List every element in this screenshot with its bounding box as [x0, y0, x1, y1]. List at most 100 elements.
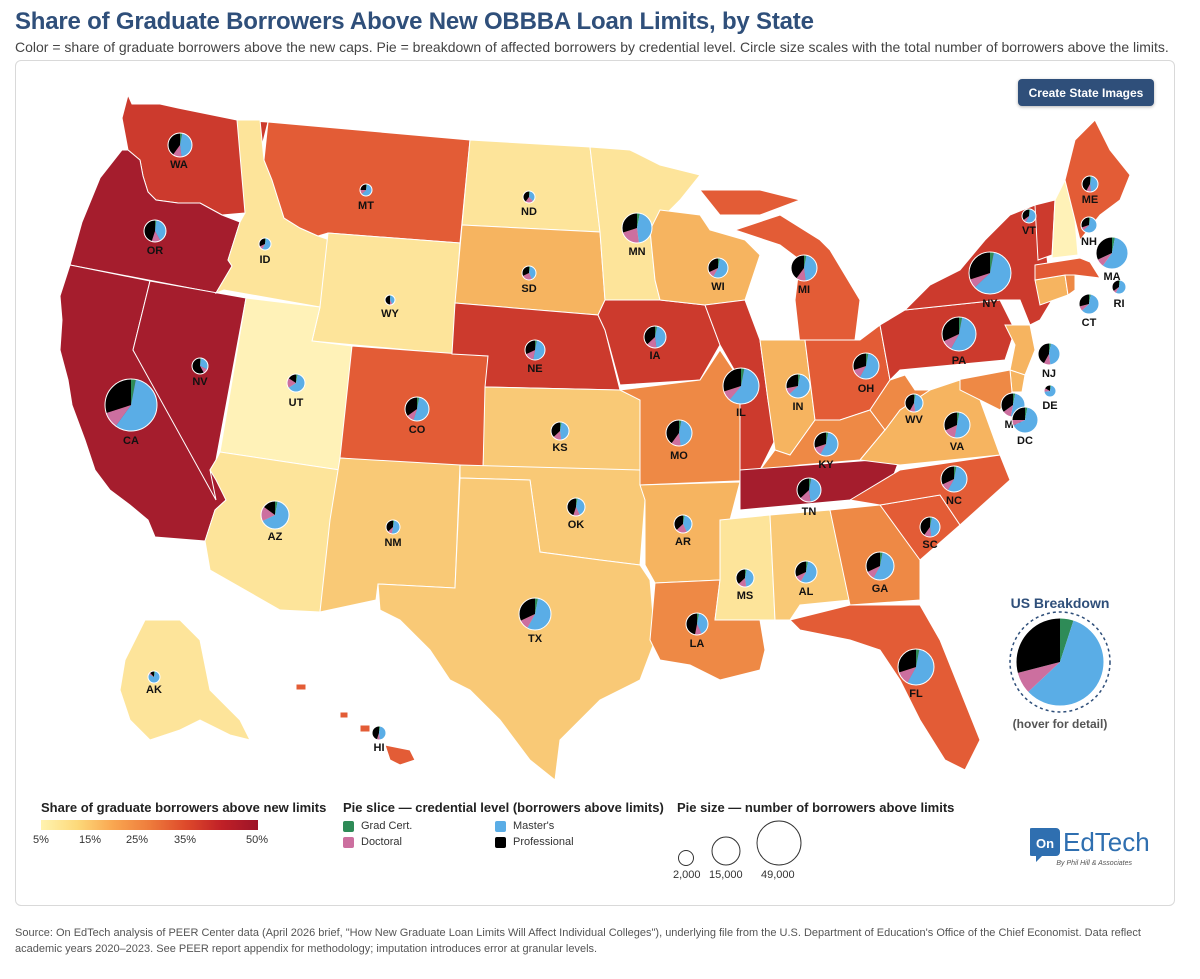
pie-pa[interactable] [941, 316, 977, 352]
state-mt[interactable] [263, 121, 471, 244]
state-nc[interactable] [848, 454, 1011, 526]
pie-dc[interactable] [1011, 406, 1039, 434]
pie-ky[interactable] [813, 431, 839, 457]
pie-nc[interactable] [940, 465, 968, 493]
pie-hi[interactable] [371, 725, 387, 741]
state-label: MI [798, 284, 810, 296]
pie-vt[interactable] [1021, 208, 1037, 224]
pie-outline [191, 357, 209, 375]
pie-slice [676, 524, 687, 533]
pie-slice [1049, 343, 1060, 365]
pie-ri[interactable] [1111, 279, 1127, 295]
state-md[interactable] [929, 369, 1013, 411]
pie-tn[interactable] [796, 477, 822, 503]
state-wy[interactable] [311, 232, 461, 355]
pie-slice [930, 517, 932, 527]
pie-wv[interactable] [904, 393, 924, 413]
pie-slice [155, 220, 157, 231]
pie-tx[interactable] [518, 597, 552, 631]
masters-swatch [495, 821, 506, 832]
state-nd[interactable] [461, 139, 601, 233]
pie-outline [521, 265, 537, 281]
pie-va[interactable] [943, 411, 971, 439]
create-state-images-button[interactable]: Create State Images [1018, 79, 1154, 106]
pie-sd[interactable] [521, 265, 537, 281]
pie-mt[interactable] [359, 183, 373, 197]
page-subtitle: Color = share of graduate borrowers abov… [15, 39, 1169, 55]
pie-outline [518, 597, 552, 631]
pie-oh[interactable] [852, 352, 880, 380]
pie-slice [1044, 385, 1056, 397]
pie-fl[interactable] [897, 648, 935, 686]
pie-outline [643, 325, 667, 349]
state-hi[interactable] [295, 683, 416, 766]
state-ak[interactable] [119, 619, 251, 741]
pie-ms[interactable] [735, 568, 755, 588]
pie-slice [804, 255, 807, 268]
pie-outline [665, 419, 693, 447]
pie-me[interactable] [1081, 175, 1099, 193]
state-shapes [59, 93, 1131, 781]
pie-wa[interactable] [167, 132, 193, 158]
pie-slice [361, 184, 372, 196]
pie-nj[interactable] [1037, 342, 1061, 366]
state-tx[interactable] [377, 477, 656, 781]
state-ms[interactable] [714, 514, 776, 621]
pie-az[interactable] [260, 500, 290, 530]
state-label: AK [146, 684, 162, 696]
pie-mn[interactable] [621, 212, 653, 244]
pie-nd[interactable] [522, 190, 536, 204]
pie-la[interactable] [685, 612, 709, 636]
state-label: NV [192, 376, 208, 388]
pie-outline [707, 257, 729, 279]
state-nj[interactable] [1004, 324, 1036, 376]
pie-ny[interactable] [968, 251, 1012, 295]
pie-mi[interactable] [790, 254, 818, 282]
pie-ca[interactable] [104, 378, 158, 432]
pie-al[interactable] [794, 560, 818, 584]
pie-il[interactable] [722, 367, 760, 405]
pie-slice [798, 374, 801, 386]
pie-wy[interactable] [384, 294, 396, 306]
state-label: MN [628, 246, 645, 258]
pie-slice [1119, 280, 1121, 287]
pie-sc[interactable] [919, 516, 941, 538]
state-fl[interactable] [789, 604, 981, 771]
pie-ak[interactable] [147, 670, 161, 684]
pie-nm[interactable] [385, 519, 401, 535]
pie-nv[interactable] [191, 357, 209, 375]
pie-in[interactable] [785, 373, 811, 399]
pie-slice [390, 295, 391, 300]
pie-ia[interactable] [643, 325, 667, 349]
pie-slice [265, 238, 267, 244]
pie-slice [576, 498, 578, 507]
pie-mo[interactable] [665, 419, 693, 447]
pie-slice [637, 213, 640, 228]
pie-outline [968, 251, 1012, 295]
pie-ok[interactable] [566, 497, 586, 517]
pie-ne[interactable] [524, 339, 546, 361]
pie-or[interactable] [143, 219, 167, 243]
pie-ut[interactable] [286, 373, 306, 393]
pie-nh[interactable] [1080, 216, 1098, 234]
state-wi[interactable] [649, 209, 761, 306]
pie-wi[interactable] [707, 257, 729, 279]
state-nh[interactable] [1051, 178, 1079, 259]
pie-ks[interactable] [550, 421, 570, 441]
logo-tagline: By Phil Hill & Associates [1056, 860, 1132, 867]
pie-ct[interactable] [1078, 293, 1100, 315]
pie-de[interactable] [1043, 384, 1057, 398]
pie-co[interactable] [404, 396, 430, 422]
pie-ga[interactable] [865, 551, 895, 581]
state-label: FL [909, 688, 923, 700]
pie-ar[interactable] [673, 514, 693, 534]
state-wv[interactable] [869, 374, 932, 431]
us-breakdown-pie[interactable] [1009, 611, 1111, 713]
state-ma[interactable] [1034, 257, 1101, 281]
pie-id[interactable] [258, 237, 272, 251]
pie-slice [745, 569, 747, 578]
pie-ma[interactable] [1095, 236, 1129, 270]
logo-prefix: On [1036, 836, 1054, 851]
pie-slice [155, 220, 166, 241]
pie-slice [954, 466, 957, 479]
